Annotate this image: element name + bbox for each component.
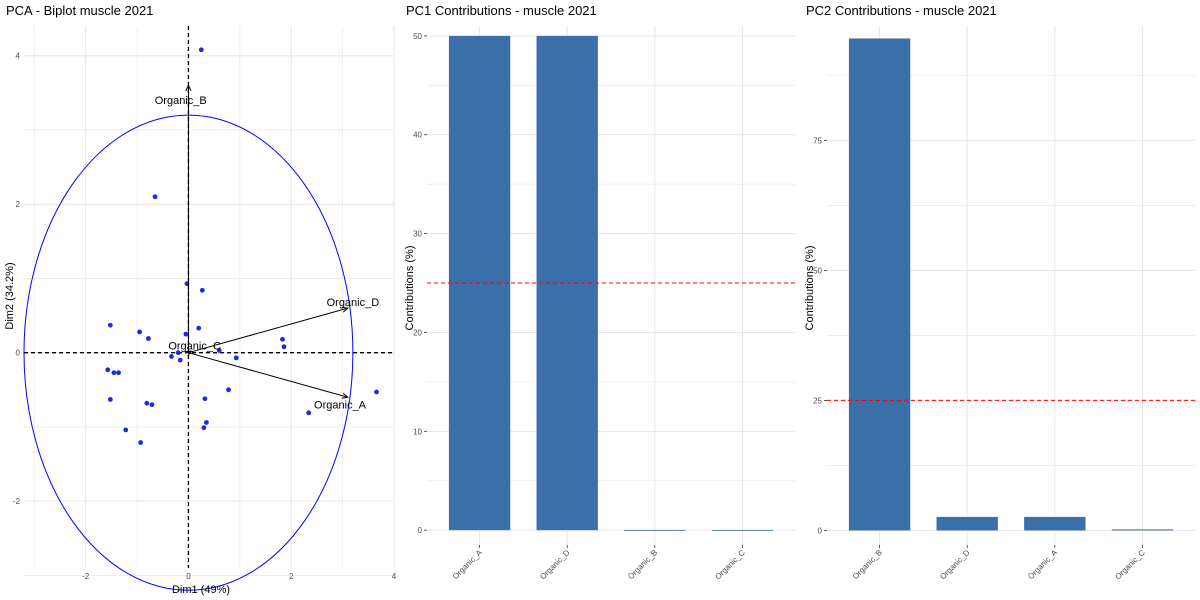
pc2-bars [827,38,1195,531]
biplot-x-axis-title: Dim1 (49%) [172,584,230,596]
pc2-x-tick-label: Organic_B [851,548,884,581]
individual-point [169,353,174,359]
biplot-x-tick-label: 4 [392,572,397,581]
individual-point [226,387,231,393]
pc1-y-tick-label: 10 [413,427,422,436]
pc2-y-tick-label: 50 [813,266,822,275]
pc1-x-tick-label: Organic_D [538,548,572,582]
individual-point [177,357,183,363]
individual-point [183,331,189,337]
biplot-x-tick-label: 2 [289,572,294,581]
variable-arrow-head [184,350,193,357]
individual-point [204,420,209,425]
individual-point [144,400,150,406]
individual-point [149,402,155,408]
pc2-x-tick-label: Organic_D [938,548,972,582]
individual-point [233,355,239,361]
variable-arrow-head [341,306,349,313]
pc1-y-tick-label: 30 [413,230,422,239]
individual-point [196,325,202,331]
individual-point [202,396,208,402]
biplot-y-tick-label: 0 [16,349,21,358]
pca-biplot-panel: PCA - Biplot muscle 2021 -2 0 2 4 -2 0 2 4 Orga… [4,3,397,596]
pc1-bars [427,35,795,531]
biplot-x-tick-label: -2 [82,572,90,581]
pc1-y-tick-label: 20 [413,328,422,337]
individual-point [137,329,143,335]
individual-point [281,344,287,350]
individual-point [111,370,117,376]
pc1-x-tick-label: Organic_B [626,548,659,581]
pc2-y-tick-label: 75 [813,136,822,145]
biplot-y-tick-label: 2 [16,200,21,209]
individual-point [201,425,207,431]
individual-point [123,427,129,433]
pc1-x-tick-label: Organic_A [451,548,485,582]
biplot-x-tick-label: 0 [186,572,191,581]
biplot-title: PCA - Biplot muscle 2021 [6,3,153,18]
pc2-bar [936,516,998,531]
pc1-y-tick-label: 40 [413,131,422,140]
individual-point [198,47,204,53]
individual-point [199,287,205,293]
individual-point [105,367,111,373]
pc2-bar [848,38,911,531]
pc1-y-axis-title: Contributions (%) [404,246,416,331]
variable-label: Organic_B [155,95,207,107]
individual-point [116,370,121,376]
biplot-marks: Organic_B Organic_D Organic_A Organic_C [23,26,394,591]
pc2-x-tick-label: Organic_A [1026,548,1060,582]
biplot-y-tick-label: -2 [13,497,21,506]
pc2-y-tick-label: 0 [818,526,823,535]
variable-label: Organic_A [314,400,367,412]
pc2-y-axis-title: Contributions (%) [804,246,816,331]
variable-arrow-head [185,84,192,92]
pc2-y-tick-label: 25 [813,396,822,405]
pc2-x-tick-label: Organic_C [1113,548,1147,582]
pc1-bar [711,529,774,531]
individual-point [107,322,113,328]
pc2-title: PC2 Contributions - muscle 2021 [806,3,997,18]
biplot-y-tick-label: 4 [16,52,21,61]
variable-arrow-line [188,307,348,354]
individual-point [280,336,285,342]
individual-point [145,336,151,341]
pc1-title: PC1 Contributions - muscle 2021 [406,3,597,18]
variable-arrow-head [341,392,349,399]
individual-point [306,410,312,416]
pc1-bar [624,529,686,531]
individual-point [138,440,144,445]
pc1-x-tick-label: Organic_C [713,548,747,582]
pc1-y-tick-label: 0 [418,526,423,535]
variable-arrow-line [188,352,348,398]
variable-label: Organic_C [168,340,221,352]
individual-point [374,389,379,395]
pc2-bar [1024,516,1086,531]
individual-point [175,350,181,356]
variable-label: Organic_D [327,297,380,309]
pc1-y-tick-label: 50 [413,32,422,41]
biplot-ticks: -2 0 2 4 -2 0 2 4 [13,52,397,581]
biplot-y-axis-title: Dim2 (34.2%) [4,262,16,329]
pc2-contributions-panel: PC2 Contributions - muscle 2021 0 25 50 75 O… [804,3,1195,581]
individual-point [216,348,222,353]
pc1-contributions-panel: PC1 Contributions - muscle 2021 0 10 20 30 4… [404,3,795,581]
individual-point [107,397,113,402]
pc2-bar [1111,529,1174,531]
individual-point [152,194,158,200]
